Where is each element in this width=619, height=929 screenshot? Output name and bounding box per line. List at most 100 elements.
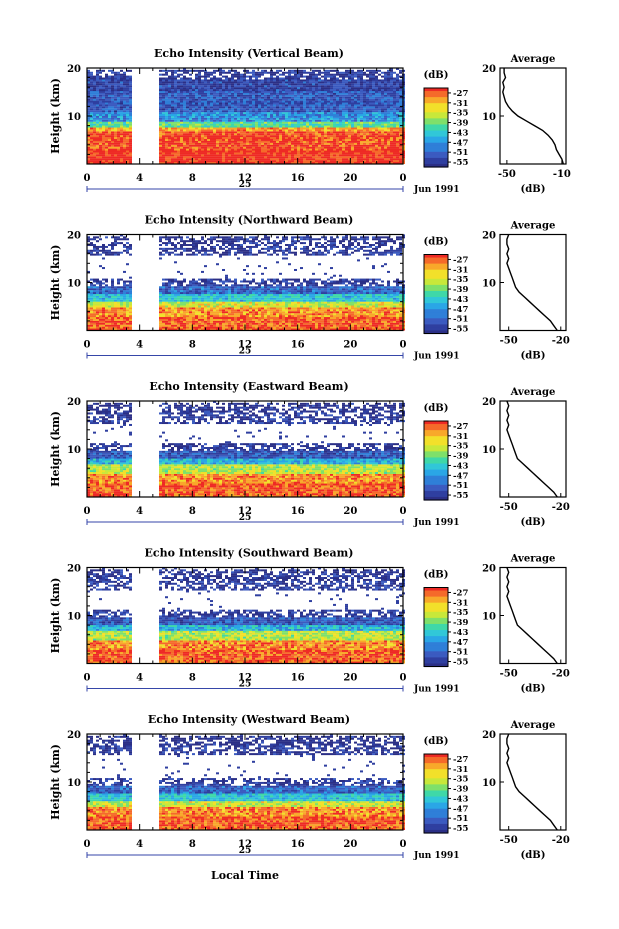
- heatmap-cell: [366, 110, 369, 113]
- heatmap-cell: [126, 100, 129, 103]
- heatmap-cell: [282, 140, 285, 143]
- heatmap-cell: [126, 328, 129, 331]
- heatmap-cell: [249, 133, 252, 136]
- heatmap-cell: [384, 85, 387, 88]
- heatmap-cell: [186, 326, 189, 329]
- heatmap-cell: [228, 137, 231, 140]
- heatmap-cell: [246, 160, 249, 163]
- heatmap-cell: [87, 324, 90, 327]
- heatmap-cell: [198, 96, 201, 99]
- colorbar-swatch: [424, 115, 448, 119]
- heatmap-cell: [351, 150, 354, 153]
- heatmap-cell: [255, 146, 258, 149]
- heatmap-cell: [210, 133, 213, 136]
- heatmap-cell: [270, 108, 273, 111]
- heatmap-cell: [312, 119, 315, 122]
- heatmap-cell: [267, 100, 270, 103]
- heatmap-cell: [279, 119, 282, 122]
- heatmap-cell: [234, 83, 237, 86]
- heatmap-cell: [216, 110, 219, 113]
- heatmap-cell: [360, 140, 363, 143]
- heatmap-cell: [282, 152, 285, 155]
- heatmap-cell: [261, 115, 264, 118]
- heatmap-cell: [210, 152, 213, 155]
- heatmap-cell: [279, 89, 282, 92]
- heatmap-cell: [108, 87, 111, 90]
- heatmap-cell: [225, 110, 228, 113]
- heatmap-cell: [300, 152, 303, 155]
- heatmap-cell: [240, 133, 243, 136]
- heatmap-cell: [225, 328, 228, 331]
- heatmap-cell: [237, 140, 240, 143]
- heatmap-cell: [201, 90, 204, 93]
- heatmap-cell: [171, 127, 174, 130]
- heatmap-cell: [309, 115, 312, 118]
- heatmap-cell: [171, 154, 174, 157]
- heatmap-cell: [210, 112, 213, 115]
- heatmap-cell: [258, 119, 261, 122]
- heatmap-cell: [300, 135, 303, 138]
- heatmap-cell: [180, 144, 183, 147]
- heatmap-cell: [354, 150, 357, 153]
- heatmap-cell: [282, 156, 285, 159]
- heatmap-cell: [252, 148, 255, 151]
- heatmap-cell: [225, 98, 228, 101]
- heatmap-cell: [279, 140, 282, 143]
- heatmap-cell: [255, 326, 258, 329]
- heatmap-cell: [279, 137, 282, 140]
- heatmap-cell: [264, 83, 267, 86]
- heatmap-cell: [219, 67, 222, 70]
- heatmap-cell: [219, 98, 222, 101]
- heatmap-cell: [195, 89, 198, 92]
- heatmap-cell: [291, 77, 294, 80]
- heatmap-cell: [279, 106, 282, 109]
- heatmap-cell: [204, 77, 207, 80]
- heatmap-cell: [183, 94, 186, 97]
- colorbar-swatch: [424, 112, 448, 116]
- heatmap-cell: [114, 137, 117, 140]
- heatmap-cell: [291, 85, 294, 88]
- heatmap-cell: [102, 150, 105, 153]
- heatmap-cell: [345, 94, 348, 97]
- heatmap-cell: [381, 129, 384, 132]
- heatmap-cell: [345, 129, 348, 132]
- heatmap-cell: [297, 92, 300, 95]
- heatmap-cell: [252, 112, 255, 115]
- heatmap-cell: [360, 152, 363, 155]
- heatmap-cell: [180, 137, 183, 140]
- heatmap-cell: [246, 115, 249, 118]
- heatmap-cell: [162, 131, 165, 134]
- heatmap-cell: [294, 77, 297, 80]
- heatmap-cell: [177, 160, 180, 163]
- heatmap-cell: [369, 96, 372, 99]
- heatmap-cell: [171, 87, 174, 90]
- heatmap-cell: [375, 77, 378, 80]
- heatmap-cell: [267, 127, 270, 130]
- heatmap-cell: [342, 75, 345, 78]
- heatmap-cell: [300, 75, 303, 78]
- heatmap-cell: [291, 100, 294, 103]
- heatmap-cell: [234, 125, 237, 128]
- heatmap-cell: [210, 89, 213, 92]
- heatmap-cell: [240, 77, 243, 80]
- heatmap-cell: [105, 133, 108, 136]
- heatmap-cell: [180, 146, 183, 149]
- heatmap-cell: [177, 324, 180, 327]
- heatmap-cell: [387, 89, 390, 92]
- heatmap-cell: [369, 131, 372, 134]
- heatmap-cell: [117, 96, 120, 99]
- heatmap-cell: [309, 75, 312, 78]
- heatmap-cell: [120, 85, 123, 88]
- heatmap-cell: [291, 152, 294, 155]
- heatmap-cell: [351, 148, 354, 151]
- heatmap-cell: [177, 125, 180, 128]
- colorbar-swatch: [424, 121, 448, 126]
- heatmap-cell: [342, 98, 345, 101]
- heatmap-cell: [198, 75, 201, 78]
- heatmap-cell: [183, 137, 186, 140]
- heatmap-cell: [390, 75, 393, 78]
- heatmap-cell: [348, 115, 351, 118]
- heatmap-cell: [162, 94, 165, 97]
- heatmap-cell: [354, 87, 357, 90]
- heatmap-cell: [159, 156, 162, 159]
